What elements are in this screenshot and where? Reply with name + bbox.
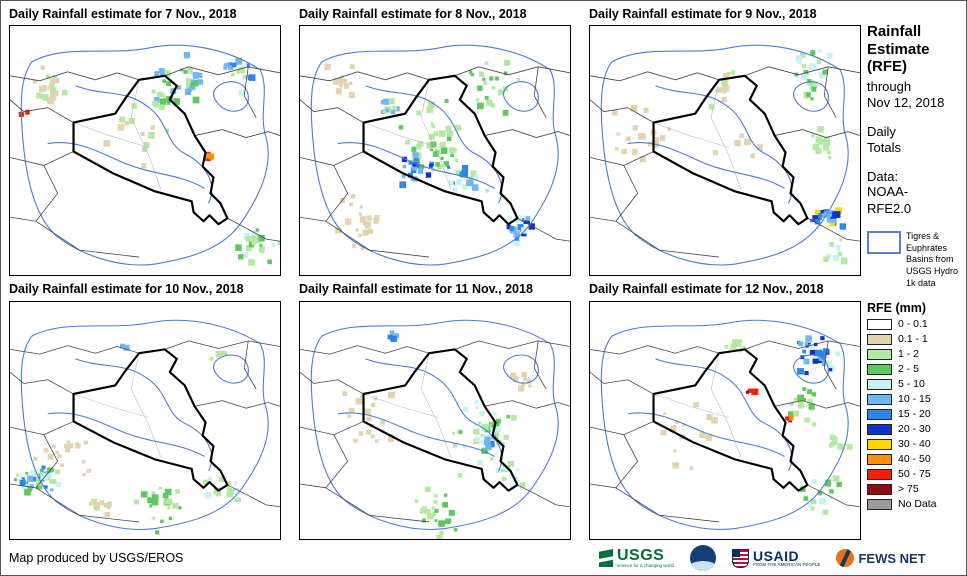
usaid-shield-icon	[732, 548, 750, 568]
rfe-legend: 0 - 0.1 0.1 - 1 1 - 2 2 - 5 5 - 10 10 - 15 15 …	[867, 318, 962, 510]
legend-swatch	[867, 483, 892, 495]
map-panel-title: Daily Rainfall estimate for 7 Nov., 2018	[9, 7, 237, 21]
footer-logos: USGS science for a changing world USAID …	[599, 543, 926, 573]
map-panel	[299, 25, 571, 276]
map-panel	[589, 25, 861, 276]
usgs-logo-text: USGS	[617, 546, 665, 564]
legend-swatch	[867, 468, 892, 480]
legend-item: 5 - 10	[867, 378, 962, 390]
fewsnet-logo-text: FEWS NET	[858, 550, 926, 566]
rainfall-map	[300, 44, 570, 266]
legend-swatch	[867, 408, 892, 420]
usgs-tagline: science for a changing world	[617, 562, 675, 568]
map-panel-title: Daily Rainfall estimate for 12 Nov., 201…	[589, 282, 824, 296]
legend-label: No Data	[898, 498, 937, 511]
through-date: Nov 12, 2018	[867, 95, 945, 111]
legend-label: 2 - 5	[898, 363, 920, 376]
legend-item: 10 - 15	[867, 393, 962, 405]
legend-swatch	[867, 453, 892, 465]
legend-label: 0 - 0.1	[898, 318, 928, 331]
map-credit: Map produced by USGS/EROS	[9, 551, 184, 565]
basin-legend: Tigres & Euphrates Basins from USGS Hydr…	[867, 230, 962, 289]
rainfall-map	[590, 44, 860, 266]
legend-item: 0 - 0.1	[867, 318, 962, 330]
noaa-logo	[690, 545, 717, 571]
legend-item: 20 - 30	[867, 423, 962, 435]
report-title: Rainfall Estimate (RFE)	[867, 23, 930, 76]
fewsnet-logo: FEWS NET	[836, 549, 926, 567]
map-panel	[299, 301, 571, 540]
legend-item: 30 - 40	[867, 438, 962, 450]
legend-item: 0.1 - 1	[867, 333, 962, 345]
data-source: NOAA-RFE2.0	[867, 184, 912, 216]
legend-label: 30 - 40	[898, 438, 931, 451]
legend-swatch	[867, 393, 892, 405]
legend-swatch	[867, 348, 892, 360]
rainfall-map	[10, 44, 280, 266]
fewsnet-globe-icon	[836, 549, 855, 567]
legend-title: RFE (mm)	[867, 301, 927, 316]
legend-item: 40 - 50	[867, 453, 962, 465]
legend-label: > 75	[898, 483, 919, 496]
legend-label: 15 - 20	[898, 408, 931, 421]
usaid-logo: USAID FROM THE AMERICAN PEOPLE	[732, 547, 821, 568]
legend-item: 1 - 2	[867, 348, 962, 360]
usgs-wave-icon	[599, 549, 613, 567]
map-panel-title: Daily Rainfall estimate for 9 Nov., 2018	[589, 7, 817, 21]
map-panel-title: Daily Rainfall estimate for 8 Nov., 2018	[299, 7, 527, 21]
noaa-seal-icon	[690, 545, 717, 571]
usgs-logo: USGS science for a changing world	[599, 546, 675, 569]
map-panel-title: Daily Rainfall estimate for 10 Nov., 201…	[9, 282, 244, 296]
map-panel	[9, 25, 281, 276]
rainfall-map	[10, 319, 280, 535]
through-label: through	[867, 79, 912, 95]
usaid-tagline: FROM THE AMERICAN PEOPLE	[753, 561, 821, 567]
legend-item: 15 - 20	[867, 408, 962, 420]
map-panel-title: Daily Rainfall estimate for 11 Nov., 201…	[299, 282, 533, 296]
sidebar: Rainfall Estimate (RFE) through Nov 12, …	[867, 23, 962, 510]
basin-label: Tigres & Euphrates Basins from USGS Hydr…	[906, 230, 959, 288]
rainfall-map	[300, 319, 570, 539]
legend-item: > 75	[867, 483, 962, 495]
legend-item: No Data	[867, 498, 962, 510]
map-panel	[589, 301, 861, 540]
data-label: Data:	[867, 169, 899, 185]
legend-swatch	[867, 378, 892, 390]
period-label: Daily Totals	[867, 123, 901, 156]
legend-swatch	[867, 498, 892, 510]
legend-item: 50 - 75	[867, 468, 962, 480]
legend-swatch	[867, 318, 892, 330]
legend-swatch	[867, 333, 892, 345]
legend-label: 20 - 30	[898, 423, 931, 436]
legend-label: 10 - 15	[898, 393, 931, 406]
basin-outline-swatch	[867, 230, 901, 254]
legend-item: 2 - 5	[867, 363, 962, 375]
rainfall-map	[590, 319, 860, 530]
legend-label: 0.1 - 1	[898, 333, 928, 346]
usaid-logo-text: USAID	[753, 547, 800, 564]
legend-label: 1 - 2	[898, 348, 920, 361]
legend-swatch	[867, 438, 892, 450]
map-panel	[9, 301, 281, 540]
legend-swatch	[867, 423, 892, 435]
legend-label: 50 - 75	[898, 468, 931, 481]
legend-label: 40 - 50	[898, 453, 931, 466]
legend-label: 5 - 10	[898, 378, 925, 391]
legend-swatch	[867, 363, 892, 375]
